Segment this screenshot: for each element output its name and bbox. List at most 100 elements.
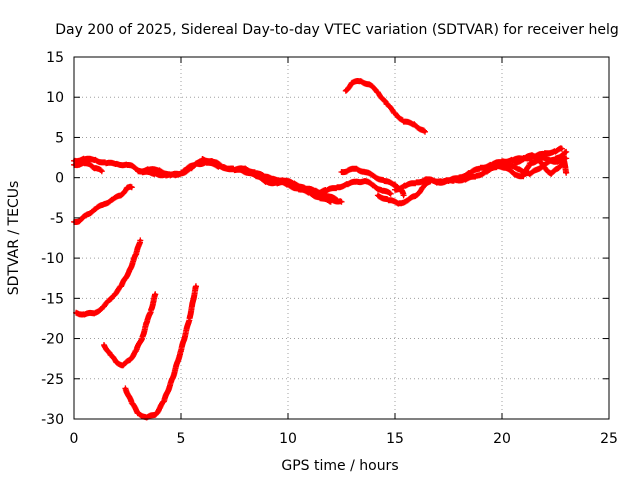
data-point	[363, 179, 367, 183]
data-point	[468, 171, 472, 175]
data-point	[211, 160, 215, 164]
data-point	[297, 185, 301, 188]
data-point	[393, 183, 397, 187]
y-tick-label: 5	[55, 130, 64, 146]
data-point	[560, 147, 564, 151]
y-tick-label: 10	[46, 90, 64, 106]
data-point	[534, 168, 538, 172]
data-point	[346, 168, 350, 172]
data-point	[179, 172, 183, 176]
data-point	[340, 200, 343, 204]
data-point	[549, 172, 553, 176]
data-point	[200, 157, 204, 161]
x-axis-label: GPS time / hours	[281, 458, 398, 474]
data-point	[126, 163, 129, 167]
data-point	[93, 166, 97, 170]
series-arc-2	[73, 237, 144, 318]
data-point	[190, 166, 194, 170]
data-point	[102, 343, 106, 347]
data-point	[188, 316, 192, 320]
x-tick-label: 25	[600, 431, 618, 447]
data-point	[528, 161, 532, 165]
data-point	[485, 169, 489, 173]
data-point	[119, 193, 123, 197]
data-series	[71, 78, 570, 421]
data-point	[414, 181, 418, 184]
y-tick-label: -15	[41, 291, 64, 307]
data-point	[402, 119, 406, 123]
data-point	[372, 174, 376, 178]
data-point	[387, 198, 391, 202]
x-tick-label: 0	[70, 431, 79, 447]
series-markers	[237, 166, 345, 205]
data-point	[511, 158, 515, 162]
data-point	[543, 152, 547, 155]
series-arc-9	[310, 178, 394, 197]
data-point	[85, 213, 89, 217]
data-point	[397, 201, 401, 205]
data-point	[222, 165, 226, 169]
data-point	[138, 238, 142, 242]
series-arc-14	[511, 152, 570, 166]
data-point	[78, 218, 82, 222]
data-point	[564, 150, 568, 154]
data-point	[126, 185, 129, 189]
series-markers	[342, 78, 428, 135]
data-point	[325, 189, 328, 192]
data-point	[474, 174, 478, 178]
data-point	[74, 311, 78, 315]
y-axis-label: SDTVAR / TECUs	[6, 181, 22, 296]
series-arc-4	[122, 283, 199, 421]
y-tick-label: -30	[41, 412, 64, 428]
data-point	[521, 157, 525, 161]
data-point	[128, 358, 132, 362]
data-point	[286, 181, 290, 184]
data-point	[447, 179, 450, 183]
data-point	[564, 171, 568, 175]
y-tick-label: -5	[50, 211, 64, 227]
data-point	[147, 168, 151, 172]
data-point	[479, 166, 483, 170]
chart-title: Day 200 of 2025, Sidereal Day-to-day VTE…	[55, 22, 618, 38]
data-point	[233, 168, 236, 172]
data-point	[513, 160, 517, 164]
series-markers	[73, 237, 144, 318]
data-point	[115, 361, 119, 365]
data-point	[134, 349, 138, 353]
data-point	[149, 308, 153, 312]
data-point	[145, 321, 149, 324]
data-point	[89, 164, 93, 168]
data-point	[340, 170, 343, 174]
y-tick-label: -10	[41, 251, 64, 267]
data-point	[153, 292, 157, 296]
data-point	[517, 168, 521, 172]
data-point	[136, 169, 140, 173]
data-point	[556, 167, 560, 171]
y-tick-label: 15	[46, 50, 64, 66]
data-point	[372, 184, 376, 188]
x-tick-label: 15	[386, 431, 404, 447]
data-point	[359, 79, 363, 83]
data-point	[500, 160, 504, 164]
data-point	[414, 193, 418, 197]
series-arc-10	[338, 165, 407, 199]
data-point	[254, 174, 258, 178]
data-point	[355, 167, 358, 171]
data-point	[265, 180, 269, 184]
data-point	[513, 172, 517, 176]
data-point	[402, 193, 406, 197]
data-point	[168, 173, 172, 177]
data-point	[423, 130, 427, 134]
data-point	[83, 161, 87, 165]
data-point	[130, 401, 134, 405]
x-tick-label: 10	[279, 431, 297, 447]
data-point	[564, 156, 568, 160]
x-tick-label: 5	[177, 431, 186, 447]
data-point	[457, 176, 461, 180]
series-arc-1	[71, 183, 135, 225]
data-point	[132, 165, 136, 169]
series-markers	[135, 156, 334, 205]
x-tick-label: 20	[493, 431, 511, 447]
data-point	[543, 166, 547, 170]
